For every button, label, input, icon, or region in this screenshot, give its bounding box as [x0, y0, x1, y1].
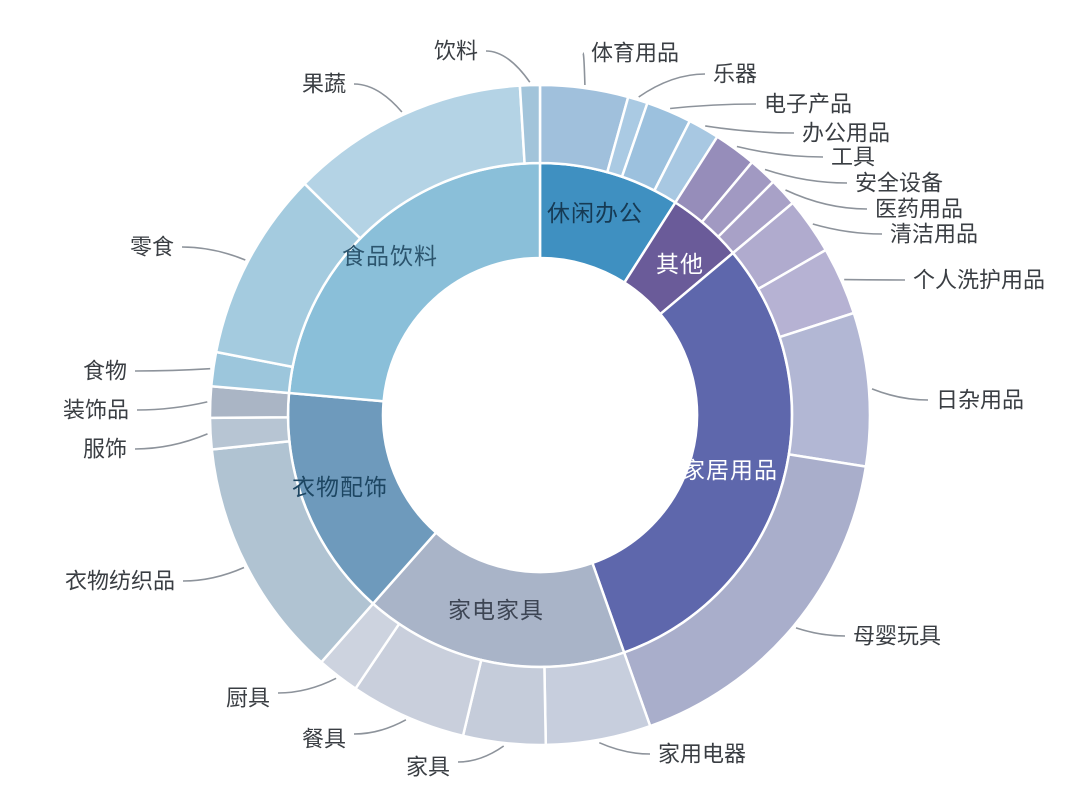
outer-label-home-appliances: 家用电器 [658, 743, 746, 768]
inner-label-household-goods: 家居用品 [682, 458, 778, 484]
inner-label-clothing-accessories: 衣物配饰 [292, 475, 388, 501]
leader-line-furniture [457, 745, 505, 763]
outer-segment-beverages [518, 83, 542, 165]
outer-label-snacks: 零食 [130, 236, 174, 261]
outer-label-daily-sundries: 日杂用品 [936, 389, 1024, 414]
outer-label-cleaning-supplies: 清洁用品 [890, 223, 978, 248]
leader-line-tools [736, 145, 824, 158]
leader-line-baby-toys [795, 627, 846, 637]
outer-label-tableware: 餐具 [302, 728, 346, 753]
outer-label-baby-toys: 母婴玩具 [853, 625, 941, 650]
leader-line-food [134, 367, 211, 372]
outer-label-food: 食物 [83, 360, 127, 385]
outer-label-tools: 工具 [831, 146, 875, 171]
outer-label-sports-goods: 体育用品 [591, 42, 679, 67]
leader-line-clothing-textiles [182, 566, 245, 582]
leader-line-sports-goods [582, 52, 586, 86]
inner-label-food-beverage: 食品饮料 [342, 244, 438, 270]
leader-line-kitchenware [277, 677, 337, 694]
outer-label-furniture: 家具 [406, 756, 450, 781]
outer-label-musical-instruments: 乐器 [713, 63, 757, 88]
outer-label-medical-supplies: 医药用品 [875, 198, 963, 223]
leader-line-musical-instruments [638, 73, 706, 98]
leader-line-safety-equipment [764, 168, 848, 184]
leader-line-electronics [670, 103, 757, 110]
leader-line-fruits-vegetables [353, 83, 403, 113]
outer-label-personal-care: 个人洗护用品 [913, 269, 1045, 294]
outer-label-safety-equipment: 安全设备 [855, 172, 943, 197]
leader-line-apparel [134, 433, 208, 450]
inner-label-appliances-furniture: 家电家具 [448, 598, 544, 624]
outer-label-electronics: 电子产品 [764, 93, 852, 118]
outer-segment-daily-sundries [778, 311, 872, 469]
leader-line-medical-supplies [785, 189, 868, 210]
leader-line-home-appliances [598, 741, 651, 755]
outer-label-kitchenware: 厨具 [226, 687, 270, 712]
inner-label-other: 其他 [656, 252, 704, 278]
leader-line-beverages [485, 50, 531, 83]
leader-line-tableware [353, 719, 407, 735]
outer-label-clothing-textiles: 衣物纺织品 [65, 570, 175, 595]
outer-label-fruits-vegetables: 果蔬 [302, 73, 346, 98]
outer-label-office-supplies: 办公用品 [802, 122, 890, 147]
leader-line-office-supplies [705, 125, 795, 134]
outer-label-decorations: 装饰品 [63, 399, 129, 424]
inner-label-leisure-office: 休闲办公 [547, 201, 643, 227]
leader-line-cleaning-supplies [812, 223, 883, 235]
leader-line-snacks [181, 246, 246, 261]
outer-label-apparel: 服饰 [83, 438, 127, 463]
leader-line-daily-sundries [871, 388, 929, 401]
leader-line-decorations [136, 401, 208, 411]
outer-label-beverages: 饮料 [434, 40, 478, 65]
